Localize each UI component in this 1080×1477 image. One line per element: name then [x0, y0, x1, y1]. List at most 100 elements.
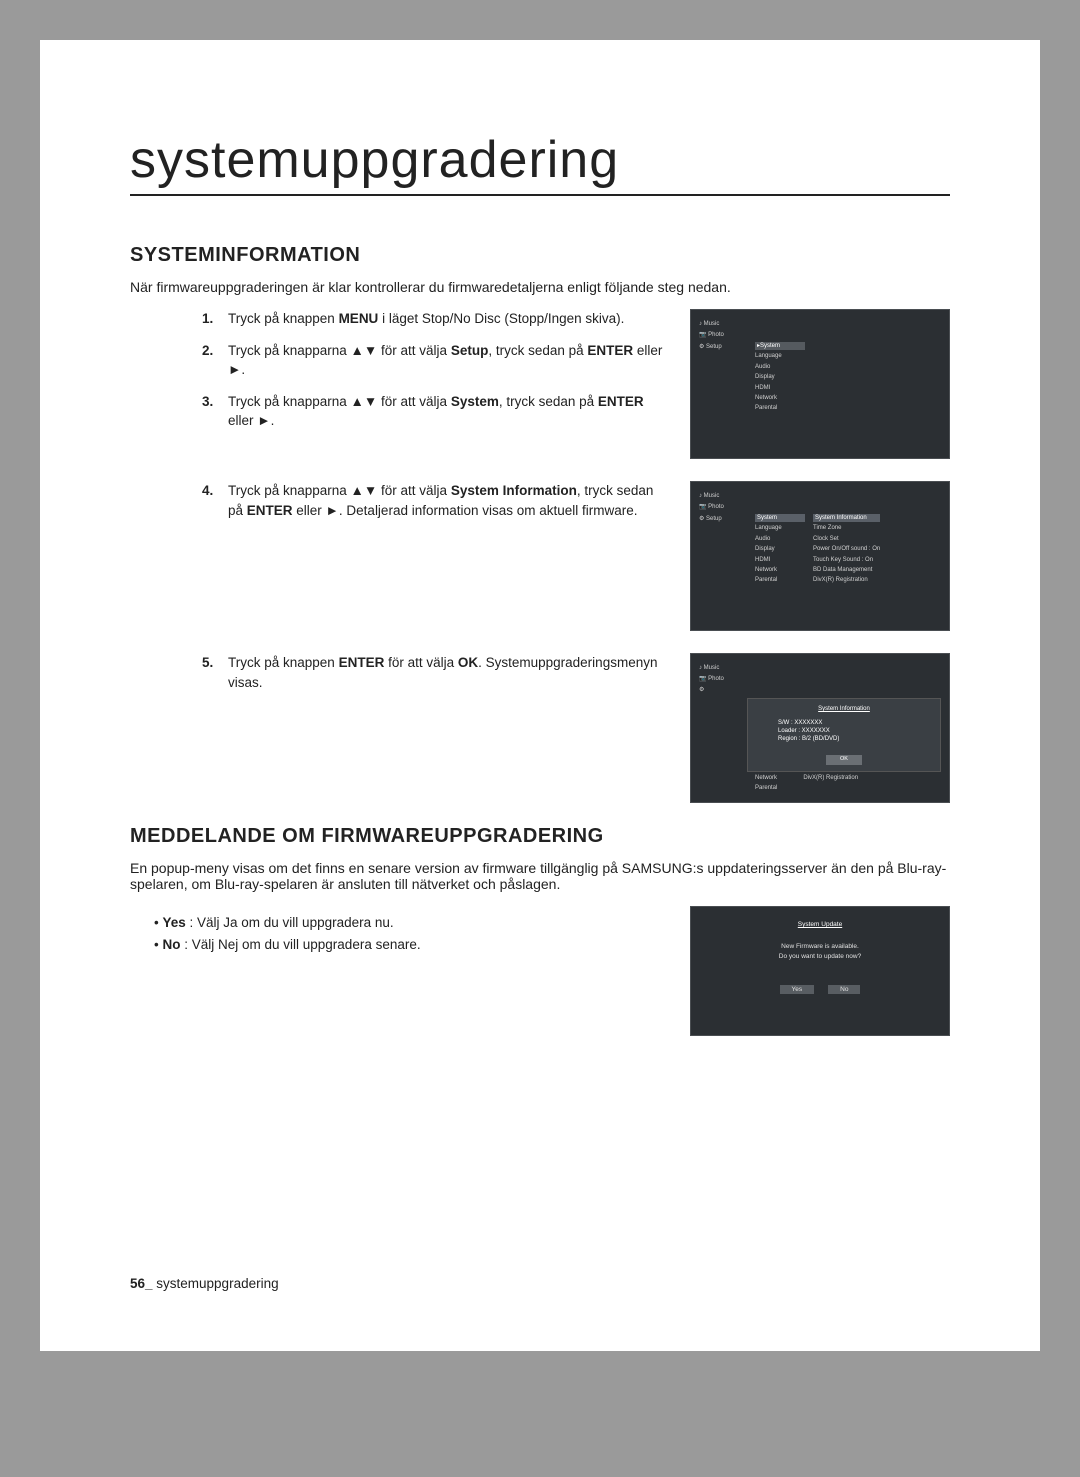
text: eller ►. Detaljerad information visas om…	[293, 503, 638, 518]
step-body: Tryck på knappen MENU i läget Stop/No Di…	[228, 309, 666, 329]
menu-system-hl: System	[755, 514, 805, 522]
info-loader: Loader : XXXXXXX	[778, 727, 930, 735]
bold: System Information	[451, 483, 577, 498]
text: Tryck på knapparna ▲▼ för att välja	[228, 483, 451, 498]
info-region: Region : B/2 (BD/DVD)	[778, 735, 930, 743]
section2-intro: En popup-meny visas om det finns en sena…	[130, 860, 950, 892]
nav-photo: 📷 Photo	[699, 675, 941, 683]
bold: Setup	[451, 343, 489, 358]
menu-item: Language	[755, 524, 805, 532]
step-num: 1.	[202, 309, 220, 329]
info-sw: S/W : XXXXXXX	[778, 719, 930, 727]
step-body: Tryck på knapparna ▲▼ för att välja Setu…	[228, 341, 666, 380]
section1-intro: När firmwareuppgraderingen är klar kontr…	[130, 279, 950, 295]
submenu-item: DivX(R) Registration	[813, 576, 880, 584]
menu-item: Parental	[755, 576, 805, 584]
footer-text: systemuppgradering	[153, 1276, 279, 1291]
screenshot-1-setup-menu: ♪ Music 📷 Photo ⚙ Setup ▸System Language…	[690, 309, 950, 459]
nav-setup: ⚙ Setup	[699, 515, 747, 523]
step-body: Tryck på knapparna ▲▼ för att välja Syst…	[228, 481, 666, 520]
nav-music: ♪ Music	[699, 492, 747, 500]
page-title: systemuppgradering	[130, 130, 950, 196]
text: Tryck på knappen	[228, 311, 339, 326]
submenu-item: Time Zone	[813, 524, 880, 532]
menu-item: Language	[755, 352, 805, 360]
menu-item: Display	[755, 373, 805, 381]
step-num: 5.	[202, 653, 220, 692]
step-num: 4.	[202, 481, 220, 520]
text: Tryck på knapparna ▲▼ för att välja	[228, 394, 451, 409]
menu-item: Audio	[755, 363, 805, 371]
text: , tryck sedan på	[499, 394, 598, 409]
ok-button[interactable]: OK	[826, 755, 862, 764]
menu-item: Network	[755, 566, 805, 574]
bold: ENTER	[247, 503, 293, 518]
menu-system-selected: ▸System	[755, 342, 805, 350]
submenu-item: Touch Key Sound : On	[813, 556, 880, 564]
nav-photo: 📷 Photo	[699, 331, 747, 339]
screenshot-2-system-submenu: ♪ Music 📷 Photo ⚙ Setup System Language …	[690, 481, 950, 631]
text: för att välja	[384, 655, 458, 670]
row-step-4: 4. Tryck på knapparna ▲▼ för att välja S…	[130, 481, 950, 631]
no-button[interactable]: No	[828, 985, 860, 994]
menu-item: Display	[755, 545, 805, 553]
text: Tryck på knapparna ▲▼ för att välja	[228, 343, 451, 358]
menu-item: Parental	[755, 784, 777, 792]
step-2: 2. Tryck på knapparna ▲▼ för att välja S…	[202, 341, 666, 380]
submenu-item: Power On/Off sound : On	[813, 545, 880, 553]
page-footer: 56_ systemuppgradering	[130, 1276, 950, 1291]
menu-item: HDMI	[755, 384, 805, 392]
submenu-sysinfo-hl: System Information	[813, 514, 880, 522]
row-step-5: 5. Tryck på knappen ENTER för att välja …	[130, 653, 950, 803]
bold: MENU	[339, 311, 379, 326]
step-5: 5. Tryck på knappen ENTER för att välja …	[202, 653, 666, 692]
bold: No	[162, 937, 180, 952]
text: : Välj Nej om du vill uppgradera senare.	[180, 937, 420, 952]
step-1: 1. Tryck på knappen MENU i läget Stop/No…	[202, 309, 666, 329]
text: eller ►.	[228, 413, 274, 428]
section-heading-firmware-msg: MEDDELANDE OM FIRMWAREUPPGRADERING	[130, 825, 950, 848]
sysinfo-panel: System Information S/W : XXXXXXX Loader …	[747, 698, 941, 772]
text: Tryck på knappen	[228, 655, 339, 670]
panel-title: System Information	[758, 705, 930, 713]
submenu-item: Clock Set	[813, 535, 880, 543]
dialog-line2: Do you want to update now?	[779, 952, 861, 962]
text: : Välj Ja om du vill uppgradera nu.	[186, 915, 394, 930]
menu-item: Network	[755, 394, 805, 402]
nav-music: ♪ Music	[699, 320, 747, 328]
text: , tryck sedan på	[488, 343, 587, 358]
nav-music: ♪ Music	[699, 664, 941, 672]
page: systemuppgradering SYSTEMINFORMATION När…	[40, 40, 1040, 1351]
yes-button[interactable]: Yes	[780, 985, 815, 994]
nav-setup-icon: ⚙	[699, 686, 941, 694]
step-3: 3. Tryck på knapparna ▲▼ för att välja S…	[202, 392, 666, 431]
menu-item: Audio	[755, 535, 805, 543]
menu-item: HDMI	[755, 556, 805, 564]
bold: ENTER	[339, 655, 385, 670]
bullet-no: No : Välj Nej om du vill uppgradera sena…	[154, 934, 666, 956]
bold: System	[451, 394, 499, 409]
row-bullets: Yes : Välj Ja om du vill uppgradera nu. …	[130, 906, 950, 1036]
screenshot-3-sysinfo-dialog: ♪ Music 📷 Photo ⚙ System Information S/W…	[690, 653, 950, 803]
step-num: 3.	[202, 392, 220, 431]
step-4: 4. Tryck på knapparna ▲▼ för att välja S…	[202, 481, 666, 520]
screenshot-4-system-update-dialog: System Update New Firmware is available.…	[690, 906, 950, 1036]
nav-setup: ⚙ Setup	[699, 343, 747, 351]
dialog-line1: New Firmware is available.	[779, 942, 861, 952]
menu-item: Parental	[755, 404, 805, 412]
page-number: 56_	[130, 1276, 153, 1291]
bold: ENTER	[587, 343, 633, 358]
bold: ENTER	[598, 394, 644, 409]
section-heading-systeminformation: SYSTEMINFORMATION	[130, 244, 950, 267]
bold: OK	[458, 655, 478, 670]
submenu-item: BD Data Management	[813, 566, 880, 574]
bullet-yes: Yes : Välj Ja om du vill uppgradera nu.	[154, 912, 666, 934]
step-num: 2.	[202, 341, 220, 380]
step-body: Tryck på knappen ENTER för att välja OK.…	[228, 653, 666, 692]
row-steps-1-3: 1. Tryck på knappen MENU i läget Stop/No…	[130, 309, 950, 459]
nav-photo: 📷 Photo	[699, 503, 747, 511]
dialog-title: System Update	[798, 921, 842, 928]
submenu-item: DivX(R) Registration	[803, 774, 858, 792]
bold: Yes	[162, 915, 185, 930]
text: i läget Stop/No Disc (Stopp/Ingen skiva)…	[378, 311, 624, 326]
